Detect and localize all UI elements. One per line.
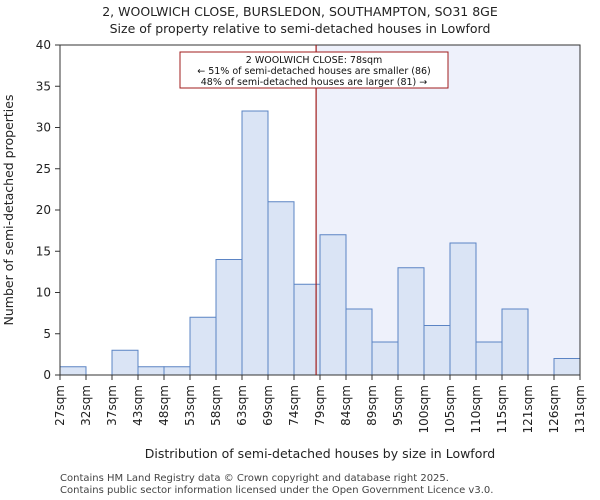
bar-126sqm [553, 358, 581, 376]
y-tick-label-25: 25 [36, 162, 51, 176]
x-tick-label-32sqm: 32sqm [79, 385, 93, 426]
y-tick-label-15: 15 [36, 244, 51, 258]
bar-89sqm [371, 341, 399, 376]
x-tick-label-69sqm: 69sqm [261, 385, 275, 426]
annotation-box [179, 51, 449, 89]
x-tick-label-63sqm: 63sqm [235, 385, 249, 426]
x-tick-label-79sqm: 79sqm [313, 385, 327, 426]
x-tick-label-89sqm: 89sqm [365, 385, 379, 426]
bar-48sqm [163, 366, 191, 376]
x-tick-label-100sqm: 100sqm [417, 385, 431, 433]
x-tick-label-126sqm: 126sqm [547, 385, 561, 433]
bar-53sqm [189, 316, 217, 376]
bar-79sqm [319, 234, 347, 376]
x-tick-label-95sqm: 95sqm [391, 385, 405, 426]
y-tick-label-40: 40 [36, 38, 51, 52]
x-axis-title: Distribution of semi-detached houses by … [145, 446, 495, 461]
bar-43sqm [137, 366, 165, 376]
x-tick-label-48sqm: 48sqm [157, 385, 171, 426]
bar-84sqm [345, 308, 373, 376]
chart-subtitle: Size of property relative to semi-detach… [109, 21, 491, 36]
x-tick-label-27sqm: 27sqm [53, 385, 67, 426]
x-tick-label-121sqm: 121sqm [521, 385, 535, 433]
x-tick-label-131sqm: 131sqm [573, 385, 587, 433]
bar-115sqm [501, 308, 529, 376]
annotation-line-2: ← 51% of semi-detached houses are smalle… [197, 66, 431, 77]
x-tick-label-37sqm: 37sqm [105, 385, 119, 426]
x-tick-label-58sqm: 58sqm [209, 385, 223, 426]
annotation-line-3: 48% of semi-detached houses are larger (… [201, 77, 428, 88]
y-tick-label-10: 10 [36, 286, 51, 300]
x-tick-label-53sqm: 53sqm [183, 385, 197, 426]
x-tick-label-115sqm: 115sqm [495, 385, 509, 433]
bar-63sqm [241, 110, 269, 376]
y-tick-label-30: 30 [36, 121, 51, 135]
footer-licence: Contains public sector information licen… [60, 485, 494, 496]
bar-110sqm [475, 341, 503, 376]
bar-27sqm [59, 366, 87, 376]
footer-copyright: Contains HM Land Registry data © Crown c… [60, 473, 449, 484]
annotation-line-1: 2 WOOLWICH CLOSE: 78sqm [246, 55, 382, 66]
y-tick-label-35: 35 [36, 79, 51, 93]
x-tick-label-74sqm: 74sqm [287, 385, 301, 426]
bar-105sqm [449, 242, 477, 376]
x-tick-label-105sqm: 105sqm [443, 385, 457, 433]
x-tick-label-110sqm: 110sqm [469, 385, 483, 433]
bar-58sqm [215, 259, 243, 376]
y-tick-label-0: 0 [43, 368, 51, 382]
bar-69sqm [267, 201, 295, 376]
bar-95sqm [397, 267, 425, 376]
bar-37sqm [111, 349, 139, 376]
bar-100sqm [423, 325, 451, 376]
chart-title: 2, WOOLWICH CLOSE, BURSLEDON, SOUTHAMPTO… [102, 4, 498, 19]
x-tick-label-43sqm: 43sqm [131, 385, 145, 426]
y-tick-label-20: 20 [36, 203, 51, 217]
y-axis-title: Number of semi-detached properties [1, 95, 16, 326]
y-tick-label-5: 5 [43, 327, 51, 341]
x-tick-label-84sqm: 84sqm [339, 385, 353, 426]
